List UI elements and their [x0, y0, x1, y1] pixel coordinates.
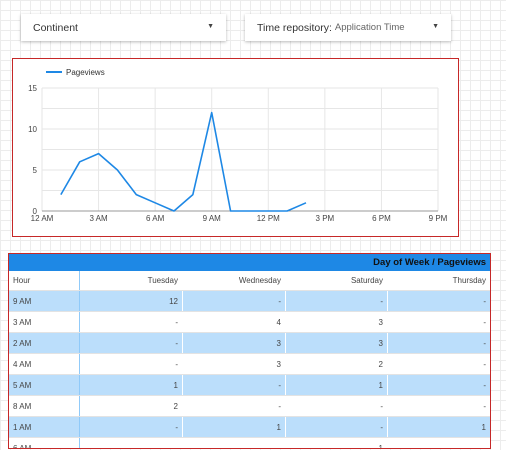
y-tick-label: 15: [28, 84, 37, 93]
x-tick-label: 6 AM: [146, 214, 165, 223]
legend-label-pageviews: Pageviews: [66, 68, 105, 77]
cell-thursday: 1: [481, 423, 486, 432]
cell-wednesday: -: [183, 396, 286, 416]
row-hour: 5 AM: [9, 375, 80, 395]
row-hour: 4 AM: [9, 354, 80, 374]
y-tick-label: 0: [33, 207, 38, 216]
cell-thursday: -: [483, 339, 486, 348]
cell-wednesday: 3: [183, 354, 286, 374]
table-row: 6 AM - - 1 -: [9, 438, 490, 449]
cell-saturday: 3: [286, 312, 388, 332]
cell-wednesday: -: [183, 375, 286, 395]
cell-tuesday: -: [80, 333, 183, 353]
chevron-down-icon: ▼: [207, 23, 214, 30]
time-repository-label: Time repository:: [257, 21, 332, 34]
cell-saturday: 3: [286, 333, 388, 353]
column-header-tuesday[interactable]: Tuesday: [147, 276, 178, 285]
cell-saturday: -: [286, 396, 388, 416]
table-row: 3 AM - 4 3 -: [9, 312, 490, 333]
pageviews-line-chart: 0 5 10 15 12 AM 3 AM 6 AM 9 AM 12 PM 3 PM 6 PM 9 PM…: [12, 58, 459, 237]
cell-thursday: -: [483, 360, 486, 369]
cell-tuesday: 2: [80, 396, 183, 416]
y-tick-label: 5: [33, 166, 38, 175]
row-hour: 1 AM: [9, 417, 80, 437]
cell-thursday: -: [483, 318, 486, 327]
row-hour: 6 AM: [9, 438, 80, 448]
cell-thursday: -: [483, 444, 486, 449]
x-tick-label: 3 AM: [89, 214, 108, 223]
table-row: 5 AM 1 - 1 -: [9, 375, 490, 396]
table-column-header-row: Hour Tuesday Wednesday Saturday Thursday: [9, 271, 490, 291]
x-tick-label: 3 PM: [316, 214, 335, 223]
cell-saturday: 2: [286, 354, 388, 374]
x-tick-label: 12 PM: [257, 214, 280, 223]
cell-tuesday: -: [80, 354, 183, 374]
continent-dropdown[interactable]: Continent ▼: [21, 14, 226, 41]
x-tick-label: 6 PM: [372, 214, 391, 223]
time-repository-dropdown[interactable]: Time repository: Application Time ▼: [245, 14, 451, 41]
table-row: 8 AM 2 - - -: [9, 396, 490, 417]
cell-thursday: -: [483, 381, 486, 390]
cell-wednesday: -: [183, 291, 286, 311]
cell-wednesday: 1: [183, 417, 286, 437]
row-hour: 2 AM: [9, 333, 80, 353]
x-tick-label: 9 AM: [203, 214, 222, 223]
cell-wednesday: 3: [183, 333, 286, 353]
pageviews-pivot-table: Day of Week / Pageviews Hour Tuesday Wed…: [8, 253, 491, 449]
y-tick-label: 10: [28, 125, 37, 134]
row-hour: 9 AM: [9, 291, 80, 311]
cell-thursday: -: [483, 402, 486, 411]
column-header-wednesday[interactable]: Wednesday: [238, 276, 281, 285]
row-hour: 8 AM: [9, 396, 80, 416]
column-header-hour[interactable]: Hour: [9, 271, 80, 290]
table-header-title: Day of Week / Pageviews: [9, 254, 490, 271]
row-hour: 3 AM: [9, 312, 80, 332]
cell-saturday: 1: [286, 438, 388, 448]
cell-tuesday: 1: [80, 375, 183, 395]
table-row: 2 AM - 3 3 -: [9, 333, 490, 354]
cell-tuesday: -: [80, 438, 183, 448]
column-header-thursday[interactable]: Thursday: [452, 276, 486, 285]
cell-wednesday: -: [183, 438, 286, 448]
cell-tuesday: 12: [80, 291, 183, 311]
table-row: 1 AM - 1 - 1: [9, 417, 490, 438]
continent-label: Continent: [33, 21, 78, 34]
cell-saturday: 1: [286, 375, 388, 395]
cell-saturday: -: [286, 417, 388, 437]
cell-thursday: -: [483, 297, 486, 306]
cell-wednesday: 4: [183, 312, 286, 332]
x-tick-label: 9 PM: [429, 214, 448, 223]
x-tick-label: 12 AM: [31, 214, 54, 223]
cell-tuesday: -: [80, 417, 183, 437]
chart-canvas: 0 5 10 15 12 AM 3 AM 6 AM 9 AM 12 PM 3 PM 6 PM 9 PM…: [28, 68, 448, 223]
column-header-saturday[interactable]: Saturday: [350, 276, 383, 285]
table-row: 4 AM - 3 2 -: [9, 354, 490, 375]
series-line-pageviews: [60, 111, 307, 212]
time-repository-value: Application Time: [334, 22, 405, 33]
chevron-down-icon: ▼: [432, 23, 439, 30]
cell-tuesday: -: [80, 312, 183, 332]
cell-saturday: -: [286, 291, 388, 311]
table-row: 9 AM 12 - - -: [9, 291, 490, 312]
